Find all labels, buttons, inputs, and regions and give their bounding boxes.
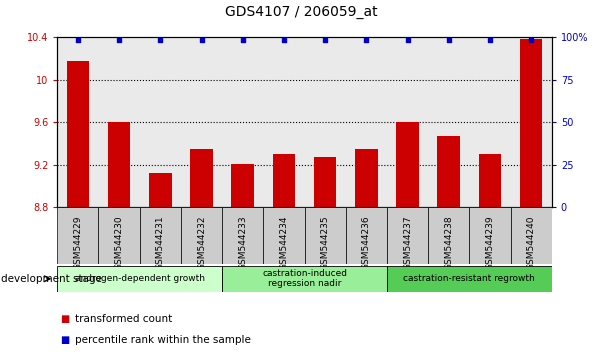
Text: GSM544231: GSM544231: [156, 216, 165, 270]
Point: [279, 38, 289, 43]
Point: [320, 38, 330, 43]
Bar: [437, 136, 460, 207]
Bar: [57, 37, 98, 207]
Text: ■: ■: [60, 314, 69, 324]
Point: [238, 38, 248, 43]
Point: [526, 38, 536, 43]
Bar: [232, 164, 254, 207]
Bar: [222, 37, 264, 207]
Point: [403, 38, 412, 43]
Bar: [511, 37, 552, 207]
Text: GSM544235: GSM544235: [321, 216, 330, 270]
Bar: [264, 207, 305, 264]
Text: GSM544237: GSM544237: [403, 216, 412, 270]
Bar: [190, 149, 213, 207]
Bar: [520, 39, 543, 207]
Bar: [305, 37, 346, 207]
Bar: [355, 149, 377, 207]
Bar: [57, 266, 222, 292]
Point: [362, 38, 371, 43]
Bar: [273, 154, 295, 207]
Bar: [428, 37, 469, 207]
Bar: [469, 207, 511, 264]
Text: transformed count: transformed count: [75, 314, 172, 324]
Bar: [469, 37, 511, 207]
Text: ■: ■: [60, 335, 69, 345]
Text: GSM544234: GSM544234: [279, 216, 288, 270]
Bar: [98, 207, 140, 264]
Text: GSM544240: GSM544240: [526, 216, 535, 270]
Bar: [140, 37, 181, 207]
Bar: [222, 266, 387, 292]
Bar: [140, 207, 181, 264]
Bar: [108, 122, 130, 207]
Point: [197, 38, 206, 43]
Point: [156, 38, 165, 43]
Bar: [66, 61, 89, 207]
Bar: [181, 207, 222, 264]
Point: [73, 38, 83, 43]
Bar: [181, 37, 222, 207]
Bar: [98, 37, 140, 207]
Text: development stage: development stage: [1, 274, 102, 284]
Text: percentile rank within the sample: percentile rank within the sample: [75, 335, 251, 345]
Bar: [428, 207, 469, 264]
Bar: [314, 157, 336, 207]
Bar: [346, 207, 387, 264]
Bar: [346, 37, 387, 207]
Text: androgen-dependent growth: androgen-dependent growth: [75, 274, 204, 283]
Text: castration-induced
regression nadir: castration-induced regression nadir: [262, 269, 347, 289]
Bar: [222, 207, 264, 264]
Bar: [511, 207, 552, 264]
Text: GSM544233: GSM544233: [238, 216, 247, 270]
Text: castration-resistant regrowth: castration-resistant regrowth: [403, 274, 535, 283]
Point: [444, 38, 453, 43]
Text: GSM544238: GSM544238: [444, 216, 453, 270]
Bar: [387, 266, 552, 292]
Point: [485, 38, 494, 43]
Bar: [479, 154, 501, 207]
Text: GSM544236: GSM544236: [362, 216, 371, 270]
Bar: [264, 37, 305, 207]
Text: GDS4107 / 206059_at: GDS4107 / 206059_at: [225, 5, 378, 19]
Text: GSM544232: GSM544232: [197, 216, 206, 270]
Text: GSM544230: GSM544230: [115, 216, 124, 270]
Bar: [387, 37, 428, 207]
Text: GSM544229: GSM544229: [74, 216, 83, 270]
Bar: [387, 207, 428, 264]
Bar: [396, 122, 419, 207]
Point: [115, 38, 124, 43]
Text: GSM544239: GSM544239: [485, 216, 494, 270]
Bar: [149, 173, 172, 207]
Bar: [57, 207, 98, 264]
Bar: [305, 207, 346, 264]
